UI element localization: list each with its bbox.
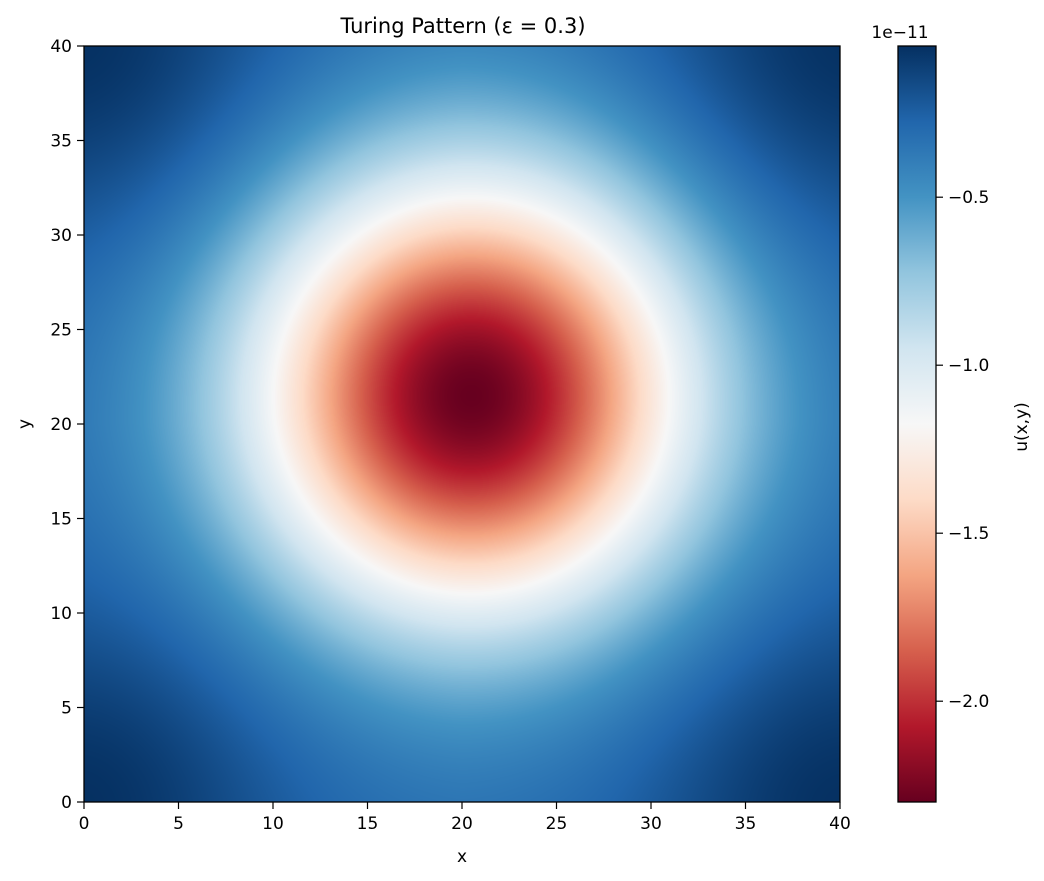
x-axis: 0 5 10 15 20 25 30 35 40 (79, 802, 851, 834)
x-tick-label: 0 (79, 814, 90, 834)
y-tick-label: 20 (50, 415, 72, 435)
y-tick-label: 35 (50, 132, 72, 152)
y-tick-label: 15 (50, 510, 72, 530)
y-tick-label: 30 (50, 226, 72, 246)
colorbar (897, 45, 937, 803)
colorbar-ticks: −0.5 −1.0 −1.5 −2.0 (936, 188, 989, 712)
x-tick-label: 15 (357, 814, 379, 834)
x-axis-label: x (457, 847, 467, 867)
x-tick-label: 25 (546, 814, 568, 834)
x-tick-label: 20 (451, 814, 473, 834)
x-tick-label: 5 (173, 814, 184, 834)
x-tick-label: 35 (735, 814, 757, 834)
chart-title: Turing Pattern (ε = 0.3) (339, 14, 585, 38)
colorbar-tick-label: −1.5 (948, 524, 989, 544)
colorbar-label: u(x,y) (1012, 402, 1032, 452)
y-tick-label: 0 (61, 793, 72, 813)
heatmap-canvas (84, 46, 840, 802)
y-tick-label: 25 (50, 321, 72, 341)
x-tick-label: 40 (829, 814, 851, 834)
colorbar-tick-label: −2.0 (948, 692, 989, 712)
colorbar-tick-label: −1.0 (948, 356, 989, 376)
y-axis-label: y (15, 419, 35, 429)
x-tick-label: 30 (640, 814, 662, 834)
y-tick-label: 5 (61, 699, 72, 719)
y-tick-label: 40 (50, 37, 72, 57)
x-tick-label: 10 (262, 814, 284, 834)
colorbar-tick-label: −0.5 (948, 188, 989, 208)
y-tick-label: 10 (50, 604, 72, 624)
y-axis: 0 5 10 15 20 25 30 35 40 (50, 37, 84, 813)
colorbar-offset-text: 1e−11 (871, 23, 928, 43)
